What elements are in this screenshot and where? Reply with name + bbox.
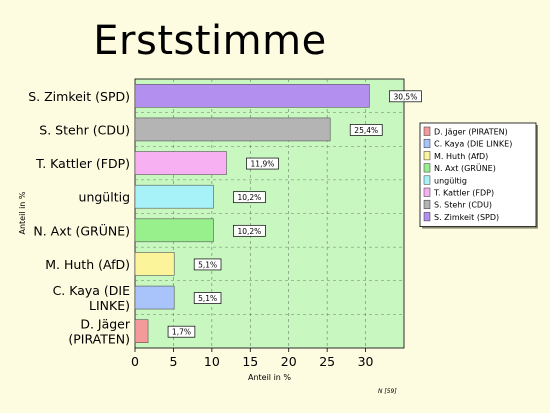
bar [134, 84, 370, 108]
category-label: C. Kaya (DIE [53, 283, 131, 298]
data-label: 5,1% [198, 294, 217, 303]
category-label: D. Jäger [80, 317, 131, 332]
x-axis-title: Anteil in % [248, 373, 291, 382]
category-label: S. Zimkeit (SPD) [28, 89, 130, 104]
data-label-box [193, 258, 222, 271]
x-tick-label: 5 [169, 354, 177, 369]
data-label: 30,5% [394, 92, 418, 101]
data-label-box [233, 191, 266, 204]
category-label: N. Axt (GRÜNE) [33, 222, 130, 238]
legend-swatch [423, 138, 431, 148]
category-label: T. Kattler (FDP) [35, 156, 130, 171]
x-tick-label: 25 [319, 354, 335, 369]
legend-label: D. Jäger (PIRATEN) [434, 128, 508, 137]
legend-swatch [423, 175, 431, 185]
legend [419, 122, 537, 227]
legend-swatch [423, 199, 431, 209]
legend-label: T. Kattler (FDP) [433, 189, 494, 198]
sample-size-note: N [59] [378, 388, 397, 395]
data-label-box [246, 157, 279, 170]
data-label: 11,9% [251, 160, 275, 169]
legend-label: M. Huth (AfD) [434, 152, 488, 161]
x-tick-label: 20 [281, 354, 297, 369]
category-label: (PIRATEN) [68, 332, 130, 347]
legend-swatch [423, 212, 431, 222]
x-tick-label: 30 [358, 354, 374, 369]
legend-label: N. Axt (GRÜNE) [434, 163, 496, 173]
bar [134, 285, 175, 310]
data-label: 5,1% [198, 260, 217, 269]
category-label: S. Stehr (CDU) [39, 122, 130, 137]
bar [134, 319, 149, 343]
bar [134, 117, 331, 142]
category-label: LINKE) [89, 298, 130, 313]
legend-swatch [423, 126, 431, 136]
legend-label: C. Kaya (DIE LINKE) [434, 140, 512, 149]
bar [134, 218, 214, 243]
legend-label: S. Stehr (CDU) [434, 201, 492, 210]
legend-label: ungültig [434, 176, 467, 185]
data-label-box [233, 224, 266, 237]
data-label-box [349, 124, 383, 136]
data-label: 25,4% [354, 126, 378, 135]
bar [134, 184, 214, 209]
category-label: ungültig [79, 190, 130, 205]
data-label: 10,2% [237, 227, 261, 236]
legend-label: S. Zimkeit (SPD) [434, 213, 499, 222]
legend-swatch [423, 163, 431, 173]
y-axis-title: Anteil in % [18, 191, 27, 234]
data-label: 1,7% [172, 328, 191, 337]
category-label: M. Huth (AfD) [45, 257, 130, 272]
x-tick-label: 10 [204, 354, 220, 369]
legend-swatch [423, 187, 431, 197]
x-tick-label: 15 [242, 354, 258, 369]
bar [134, 252, 175, 276]
data-label: 10,2% [237, 193, 261, 202]
x-tick-label: 0 [131, 354, 139, 369]
data-label-box [167, 325, 196, 338]
data-label-box [389, 90, 422, 103]
bar [134, 151, 227, 175]
chart-title: Erststimme [93, 18, 327, 64]
legend-swatch [423, 151, 431, 161]
data-label-box [193, 292, 222, 304]
